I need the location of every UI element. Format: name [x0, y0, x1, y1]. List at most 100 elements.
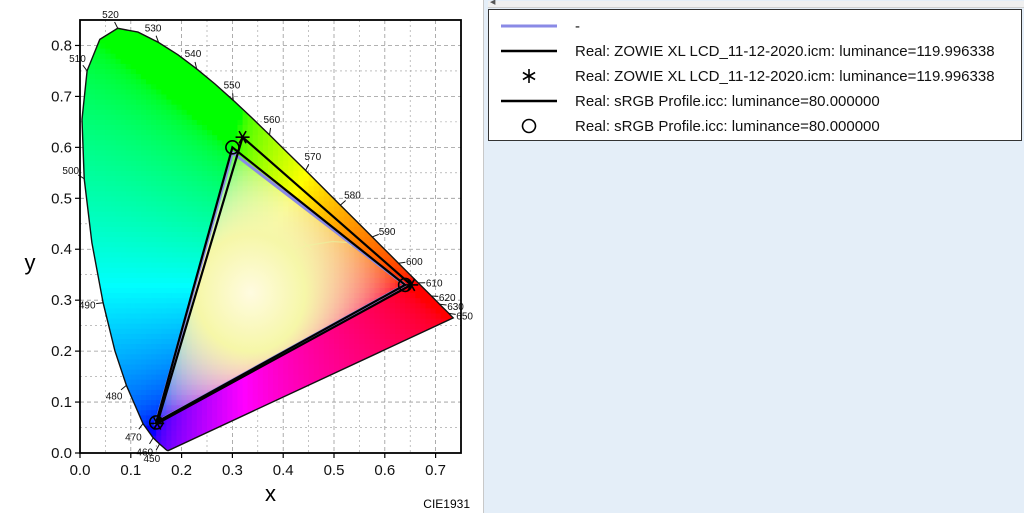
color-cell [181, 63, 188, 69]
color-cell [125, 104, 132, 110]
color-cell [212, 404, 218, 411]
color-cell [252, 404, 259, 411]
color-cell [176, 68, 183, 75]
color-cell [232, 114, 239, 120]
color-cell [105, 134, 112, 141]
color-cell [110, 221, 117, 227]
color-cell [115, 42, 122, 49]
color-cell [201, 185, 208, 192]
color-cell [141, 404, 147, 411]
color-cell [181, 231, 188, 238]
color-cell [181, 211, 188, 217]
color-cell [283, 374, 289, 380]
color-cell [161, 170, 167, 176]
color-cell [100, 68, 106, 75]
color-cell [176, 282, 183, 288]
color-cell [120, 348, 127, 355]
color-cell [196, 399, 203, 406]
color-cell [95, 53, 101, 59]
color-cell [156, 318, 162, 324]
color-cell [110, 200, 117, 207]
color-cell [191, 419, 198, 426]
color-cell [151, 99, 157, 105]
color-cell [141, 353, 147, 360]
color-cell [186, 272, 193, 278]
color-cell [146, 363, 152, 370]
color-cell [339, 211, 345, 217]
color-cell [268, 368, 274, 375]
color-cell [146, 389, 152, 395]
color-cell [278, 379, 284, 385]
color-cell [95, 149, 101, 156]
color-cell [151, 48, 157, 54]
color-cell [110, 297, 117, 304]
color-cell [166, 246, 173, 253]
color-cell [105, 37, 112, 44]
color-cell [146, 160, 152, 166]
color-cell [90, 144, 96, 151]
color-cell [146, 114, 152, 120]
color-cell [217, 104, 223, 110]
color-cell [161, 440, 167, 446]
color-cell [212, 129, 218, 136]
color-cell [110, 155, 117, 161]
color-cell [364, 333, 371, 339]
color-cell [181, 165, 188, 171]
color-cell [151, 221, 157, 227]
color-cell [171, 124, 178, 131]
color-cell [181, 78, 188, 85]
color-cell [237, 379, 244, 385]
color-cell [146, 58, 152, 64]
color-cell [151, 302, 157, 309]
color-cell [156, 236, 162, 243]
color-cell [207, 221, 213, 227]
color-cell [120, 323, 127, 329]
color-cell [339, 328, 345, 334]
color-cell [252, 368, 259, 375]
color-cell [242, 379, 249, 385]
color-cell [191, 256, 198, 263]
color-cell [151, 262, 157, 268]
color-cell [257, 384, 264, 390]
color-cell [115, 28, 122, 34]
color-cell [156, 312, 162, 319]
color-cell [110, 231, 117, 238]
color-cell [278, 389, 284, 395]
color-cell [125, 241, 132, 248]
color-cell [222, 419, 228, 426]
color-cell [141, 211, 147, 217]
color-cell [90, 211, 96, 217]
color-cell [369, 348, 376, 355]
color-cell [156, 134, 162, 141]
color-cell [364, 312, 371, 319]
color-cell [308, 368, 315, 375]
color-cell [110, 68, 117, 75]
color-cell [151, 93, 157, 100]
color-cell [166, 358, 173, 365]
color-cell [196, 404, 203, 411]
color-cell [308, 374, 315, 380]
color-cell [135, 246, 142, 253]
color-cell [135, 124, 142, 131]
color-cell [120, 170, 127, 176]
color-cell [135, 68, 142, 75]
color-cell [232, 139, 239, 146]
color-cell [237, 404, 244, 411]
color-cell [176, 277, 183, 283]
color-cell [151, 343, 157, 350]
color-cell [201, 134, 208, 141]
color-cell [176, 190, 183, 197]
color-cell [141, 53, 147, 59]
color-cell [100, 78, 106, 85]
color-cell [120, 272, 127, 278]
color-cell [298, 348, 305, 355]
color-cell [166, 73, 173, 80]
color-cell [181, 104, 188, 110]
color-cell [130, 32, 137, 39]
color-cell [344, 338, 350, 345]
color-cell [161, 134, 167, 141]
color-cell [181, 144, 188, 151]
color-cell [308, 338, 315, 345]
color-cell [95, 205, 101, 212]
color-cell [374, 333, 381, 339]
